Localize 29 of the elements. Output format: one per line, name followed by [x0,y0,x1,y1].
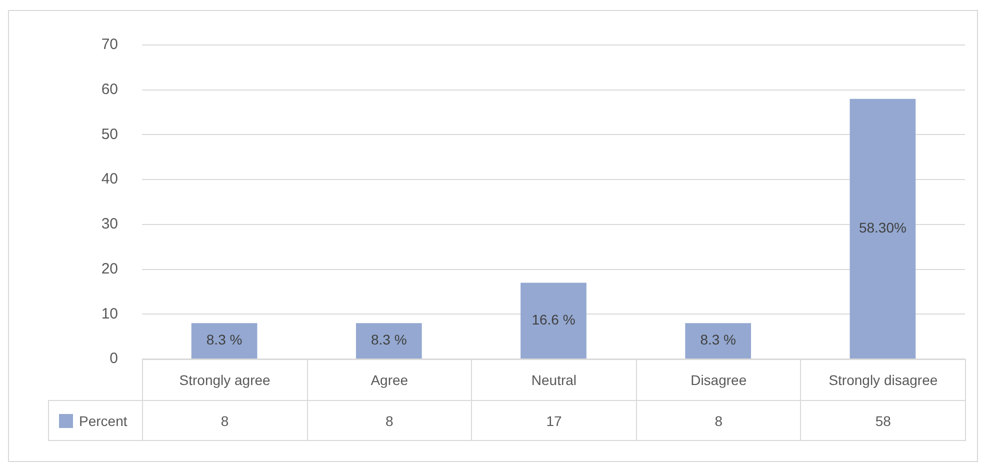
annotation: 8.3 % [700,332,736,348]
data-label: 58 [800,400,966,441]
data-label: 8 [636,400,802,441]
y-tick-label: 30 [101,216,118,233]
data-label: 8 [306,400,472,441]
bar [356,323,422,358]
x-tick-label: Agree [306,359,472,401]
y-tick-label: 0 [110,350,118,368]
y-tick-label: 60 [101,81,118,98]
x-tick-label: Strongly disagree [800,359,966,401]
x-tick-label: Strongly agree [142,359,308,401]
annotation: 8.3 % [206,332,242,348]
y-tick-label: 50 [101,126,118,143]
y-tick-label: 70 [101,36,118,54]
data-label: 8 [142,400,308,441]
data-label: 17 [471,400,637,441]
x-tick-label: Neutral [471,359,637,401]
y-tick-label: 40 [101,170,118,188]
legend-label: Percent [79,412,128,428]
y-tick-label: 20 [101,260,118,278]
bar [191,323,258,358]
bar [520,282,586,358]
annotation: 16.6 % [532,311,576,328]
x-tick-label: Disagree [636,359,802,401]
bar [685,323,752,358]
y-tick-label: 10 [101,305,118,322]
annotation: 58.30% [858,220,906,236]
bar [850,98,916,358]
annotation: 8.3 % [370,332,407,348]
